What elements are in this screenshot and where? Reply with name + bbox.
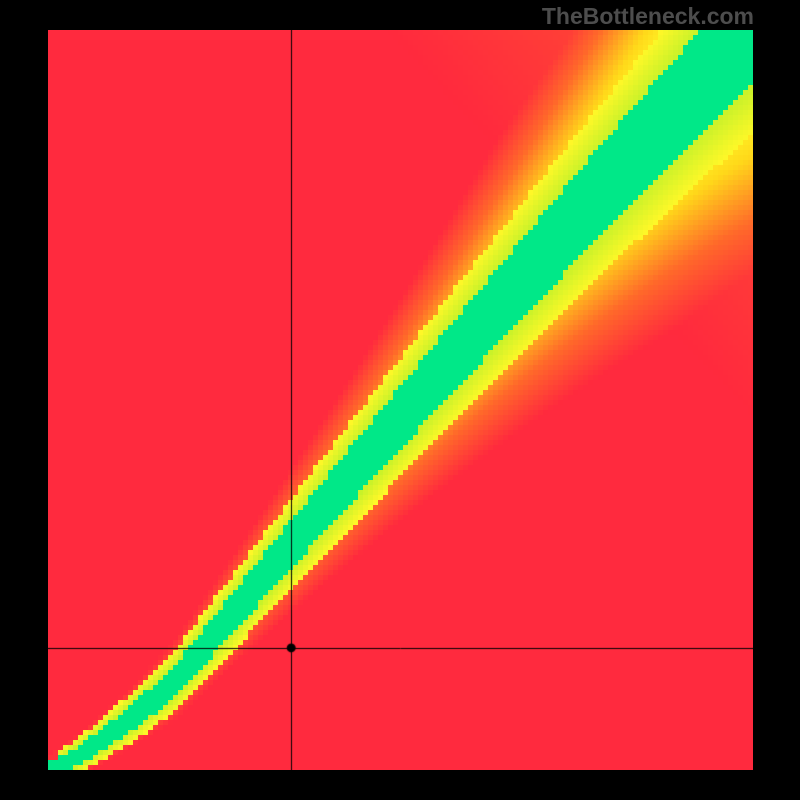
crosshair-overlay (48, 30, 753, 770)
watermark-text: TheBottleneck.com (542, 3, 754, 30)
